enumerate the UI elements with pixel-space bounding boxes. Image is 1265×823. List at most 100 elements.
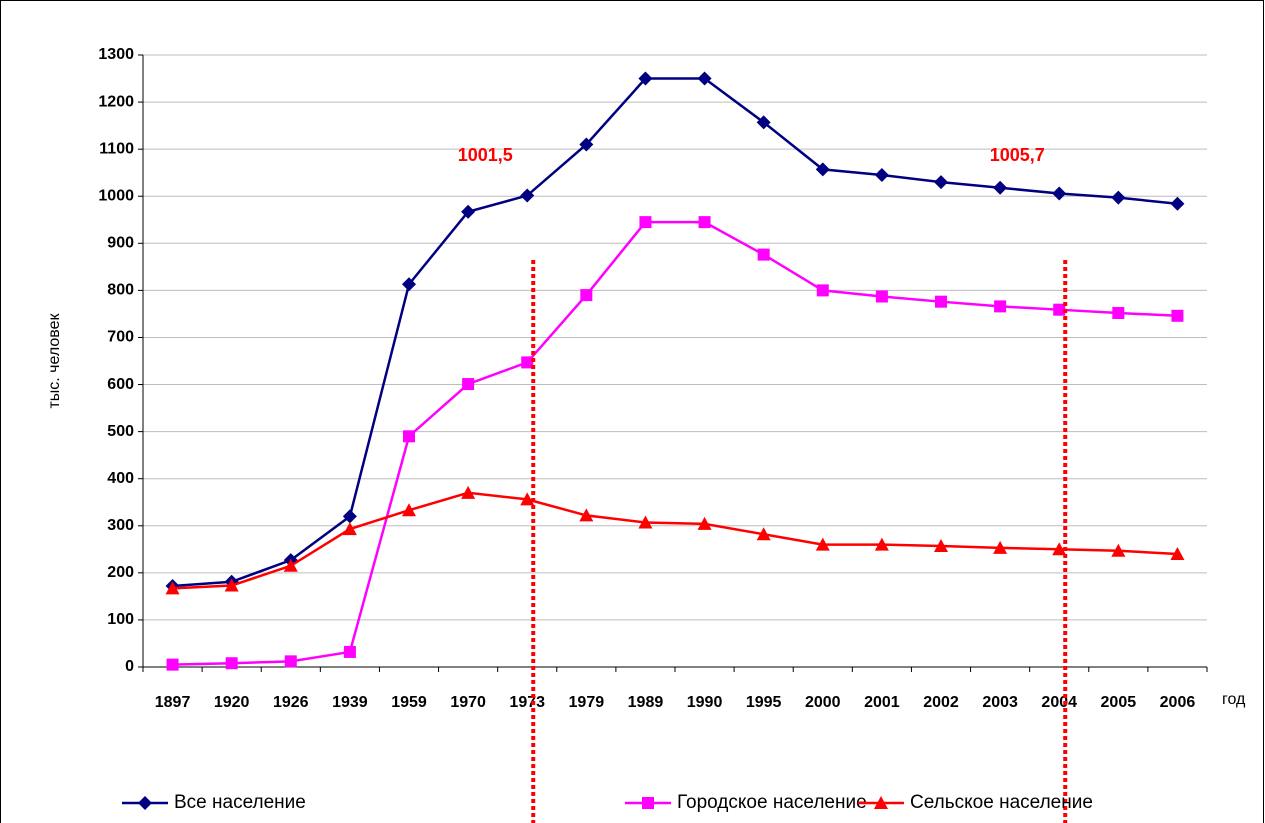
- point: [994, 300, 1007, 313]
- point: [520, 188, 535, 203]
- point: [402, 503, 416, 517]
- series: [165, 71, 1185, 594]
- point: [579, 508, 594, 522]
- point: [402, 277, 416, 292]
- y-tick-label: 400: [107, 470, 134, 487]
- point: [815, 162, 830, 177]
- point: [579, 137, 594, 152]
- x-tick-label: 1990: [687, 694, 723, 711]
- point: [1112, 306, 1125, 319]
- point: [639, 216, 652, 229]
- point: [1111, 543, 1126, 557]
- x-tick-label: 2001: [864, 694, 900, 711]
- legend-label: Сельское население: [910, 792, 1093, 813]
- x-tick-label: 2006: [1160, 694, 1196, 711]
- x-axis-label: год: [1222, 691, 1246, 708]
- series-line: [172, 220, 1178, 666]
- point: [403, 430, 415, 443]
- y-tick-label: 1100: [99, 140, 134, 157]
- point: [580, 289, 593, 302]
- y-tick-label: 600: [107, 376, 134, 393]
- point: [1170, 547, 1185, 561]
- point: [1171, 309, 1184, 322]
- point: [697, 516, 712, 530]
- x-tick-label: 1959: [391, 694, 427, 711]
- point: [224, 578, 239, 592]
- point: [874, 168, 889, 183]
- point: [461, 204, 476, 219]
- x-tick-label: 1979: [569, 694, 605, 711]
- annotation: 1005,7: [990, 145, 1045, 165]
- point: [934, 175, 948, 190]
- point: [993, 540, 1008, 554]
- x-tick-label: 1989: [628, 694, 664, 711]
- point: [461, 485, 476, 499]
- point: [756, 115, 771, 130]
- x-tick-label: 1920: [214, 694, 250, 711]
- point: [342, 509, 357, 524]
- point: [874, 796, 888, 809]
- y-tick-label: 100: [107, 611, 134, 628]
- x-tick-label: 2003: [982, 694, 1018, 711]
- point: [642, 797, 654, 809]
- point: [520, 492, 535, 506]
- y-tick-label: 1000: [98, 187, 134, 204]
- y-tick-label: 900: [107, 235, 134, 252]
- x-tick-label: 2005: [1101, 694, 1137, 711]
- point: [756, 527, 771, 541]
- y-tick-label: 800: [107, 282, 134, 299]
- x-tick-label: 2004: [1041, 694, 1077, 711]
- point: [698, 216, 711, 229]
- x-tick-label: 1973: [509, 694, 545, 711]
- point: [1111, 190, 1126, 205]
- point: [521, 356, 534, 369]
- point: [462, 378, 475, 391]
- x-tick-label: 2002: [923, 694, 959, 711]
- point: [697, 71, 712, 86]
- x-tick-label: 1939: [332, 694, 368, 711]
- point: [225, 657, 238, 670]
- point: [1052, 542, 1067, 556]
- y-tick-label: 1300: [98, 46, 134, 63]
- y-tick-label: 1200: [98, 93, 134, 110]
- series: [165, 485, 1185, 595]
- point: [875, 290, 888, 303]
- point: [284, 655, 297, 668]
- point: [638, 71, 653, 86]
- point: [1170, 196, 1185, 211]
- legend-label: Все население: [174, 792, 306, 813]
- x-tick-label: 1970: [450, 694, 486, 711]
- x-tick-label: 1926: [273, 694, 309, 711]
- series: [166, 216, 1184, 671]
- x-tick-label: 2000: [805, 694, 841, 711]
- legend-label: Городское население: [677, 792, 867, 813]
- point: [815, 537, 830, 551]
- y-tick-label: 500: [107, 423, 134, 440]
- point: [816, 284, 829, 297]
- point: [1053, 303, 1066, 316]
- point: [638, 515, 653, 529]
- y-axis-label: тыс. человек: [46, 312, 63, 408]
- point: [138, 796, 152, 810]
- point: [283, 558, 298, 572]
- y-tick-label: 0: [125, 658, 134, 675]
- y-tick-label: 200: [107, 564, 134, 581]
- y-tick-label: 700: [107, 329, 134, 346]
- point: [757, 248, 770, 261]
- point: [165, 581, 180, 595]
- point: [166, 658, 179, 671]
- series-line: [172, 77, 1178, 588]
- series-line: [172, 491, 1178, 590]
- point: [343, 645, 356, 658]
- point: [935, 295, 947, 308]
- x-tick-label: 1995: [746, 694, 782, 711]
- x-tick-label: 1897: [155, 694, 191, 711]
- point: [934, 539, 948, 553]
- point: [342, 522, 357, 536]
- y-tick-label: 300: [107, 517, 134, 534]
- point: [993, 180, 1008, 195]
- point: [1052, 186, 1067, 201]
- annotation: 1001,5: [458, 145, 513, 165]
